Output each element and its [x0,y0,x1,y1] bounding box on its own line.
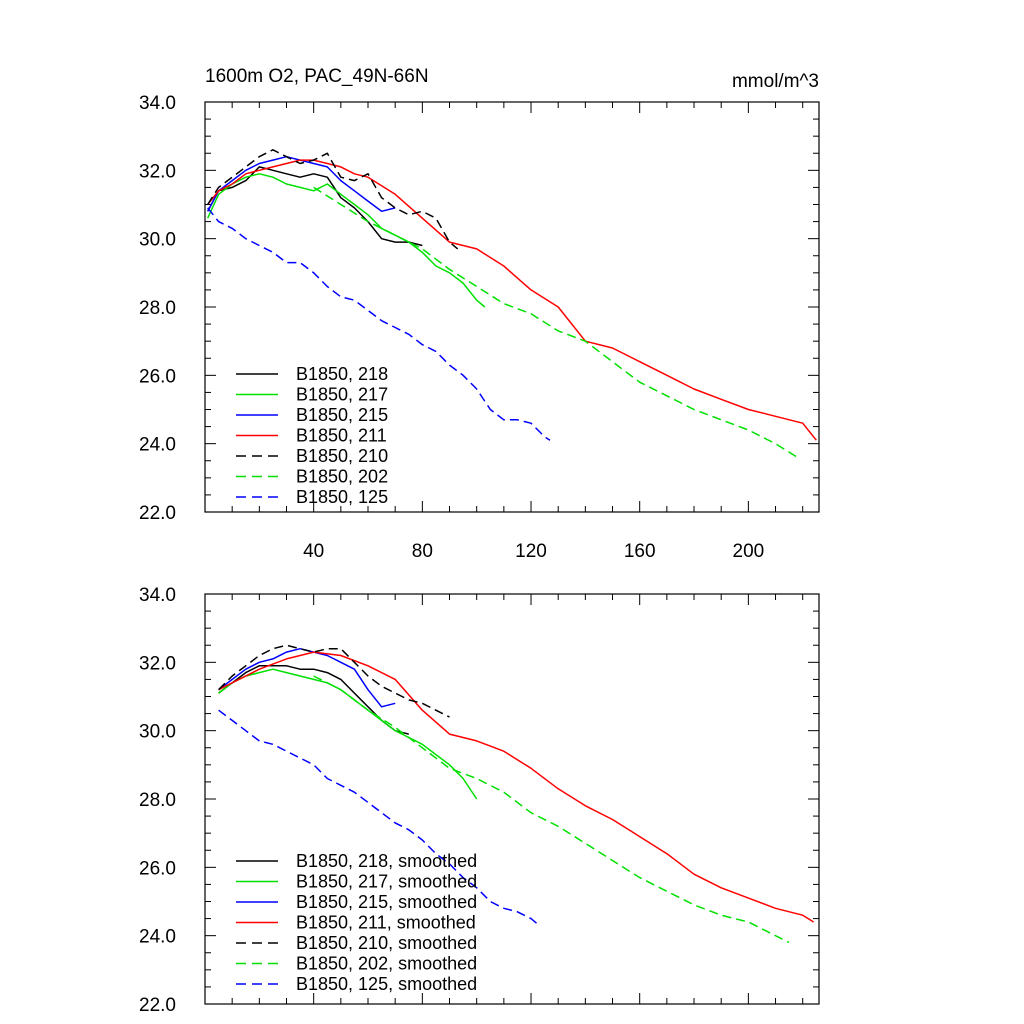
top-legend-label-1: B1850, 217 [296,385,388,405]
bottom-y-tick-label: 32.0 [139,653,176,674]
bottom-series-line-6 [218,709,540,926]
top-y-tick-label: 30.0 [139,230,176,251]
bottom-legend-label-6: B1850, 125, smoothed [296,974,477,994]
top-y-tick-label: 24.0 [139,435,176,456]
top-y-tick-label: 22.0 [139,503,176,524]
top-x-tick-label: 80 [412,541,433,562]
bottom-legend-label-3: B1850, 211, smoothed [296,913,476,933]
bottom-y-tick-label: 22.0 [139,995,176,1016]
top-units-label: mmol/m^3 [732,71,819,92]
top-legend-label-4: B1850, 210 [296,446,388,466]
bottom-legend-label-2: B1850, 215, smoothed [296,892,477,912]
bottom-y-tick-label: 26.0 [139,858,176,879]
bottom-y-tick-label: 30.0 [139,722,176,743]
bottom-y-tick-label: 24.0 [139,927,176,948]
top-series-line-5 [313,186,798,458]
top-x-tick-label: 160 [624,541,656,562]
top-legend-label-5: B1850, 202 [296,467,388,487]
bottom-chart-panel: 22.0 24.0 26.0 28.0 30.0 32.0 34.0 B1850, 218, … [139,585,820,1016]
bottom-legend-label-1: B1850, 217, smoothed [296,872,477,892]
bottom-y-tick-label: 34.0 [139,585,176,606]
top-series-line-1 [207,173,486,308]
top-x-tick-label: 120 [515,541,547,562]
bottom-series-line-4 [218,644,450,718]
top-legend-label-2: B1850, 215 [296,405,388,425]
bottom-series-line-1 [218,668,478,800]
bottom-legend-label-5: B1850, 202, smoothed [296,954,477,974]
bottom-y-tick-label: 28.0 [139,790,176,811]
bottom-series-line-5 [313,675,790,944]
top-series-line-4 [207,149,459,250]
top-legend-label-0: B1850, 218 [296,364,388,384]
top-legend-label-3: B1850, 211 [296,426,387,446]
bottom-series-line-3 [218,651,814,923]
top-chart-title: 1600m O2, PAC_49N-66N [205,66,429,87]
top-x-tick-label: 200 [733,541,765,562]
top-series-line-0 [207,166,423,247]
top-y-tick-label: 28.0 [139,298,176,319]
top-legend-label-6: B1850, 125 [296,487,388,507]
top-y-tick-label: 32.0 [139,161,176,182]
top-y-tick-label: 34.0 [139,93,176,114]
bottom-legend-label-4: B1850, 210, smoothed [296,933,477,953]
top-series-line-6 [207,207,551,441]
top-x-tick-label: 40 [303,541,324,562]
bottom-legend-label-0: B1850, 218, smoothed [296,851,477,871]
top-y-tick-label: 26.0 [139,366,176,387]
top-series-line-3 [207,159,817,441]
top-chart-panel: 1600m O2, PAC_49N-66N mmol/m^3 22.0 24.0 26.… [139,66,820,562]
